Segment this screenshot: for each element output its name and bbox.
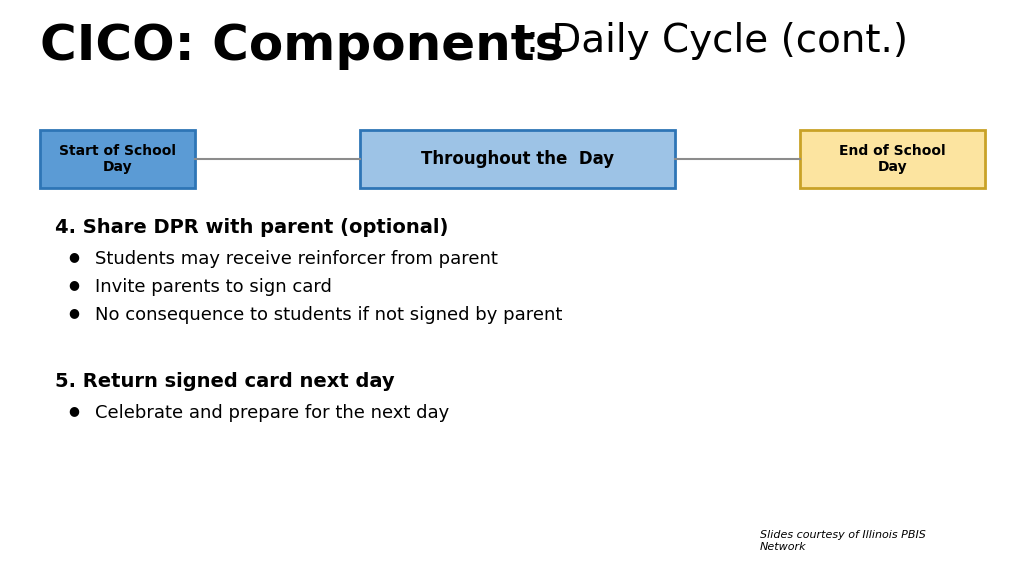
Text: Celebrate and prepare for the next day: Celebrate and prepare for the next day bbox=[95, 404, 450, 422]
Text: ●: ● bbox=[68, 404, 79, 417]
Text: ●: ● bbox=[68, 306, 79, 319]
Text: 5. Return signed card next day: 5. Return signed card next day bbox=[55, 372, 394, 391]
FancyBboxPatch shape bbox=[360, 130, 675, 188]
Text: Throughout the  Day: Throughout the Day bbox=[421, 150, 614, 168]
Text: : Daily Cycle (cont.): : Daily Cycle (cont.) bbox=[526, 22, 908, 60]
Text: ●: ● bbox=[68, 250, 79, 263]
Text: ●: ● bbox=[68, 278, 79, 291]
Text: CICO: Components: CICO: Components bbox=[40, 22, 564, 70]
FancyBboxPatch shape bbox=[40, 130, 195, 188]
Text: Start of School
Day: Start of School Day bbox=[59, 144, 176, 174]
Text: Slides courtesy of Illinois PBIS
Network: Slides courtesy of Illinois PBIS Network bbox=[760, 530, 926, 552]
Text: 4. Share DPR with parent (optional): 4. Share DPR with parent (optional) bbox=[55, 218, 449, 237]
Text: Students may receive reinforcer from parent: Students may receive reinforcer from par… bbox=[95, 250, 498, 268]
FancyBboxPatch shape bbox=[800, 130, 985, 188]
Text: End of School
Day: End of School Day bbox=[840, 144, 946, 174]
Text: No consequence to students if not signed by parent: No consequence to students if not signed… bbox=[95, 306, 562, 324]
Text: Invite parents to sign card: Invite parents to sign card bbox=[95, 278, 332, 296]
